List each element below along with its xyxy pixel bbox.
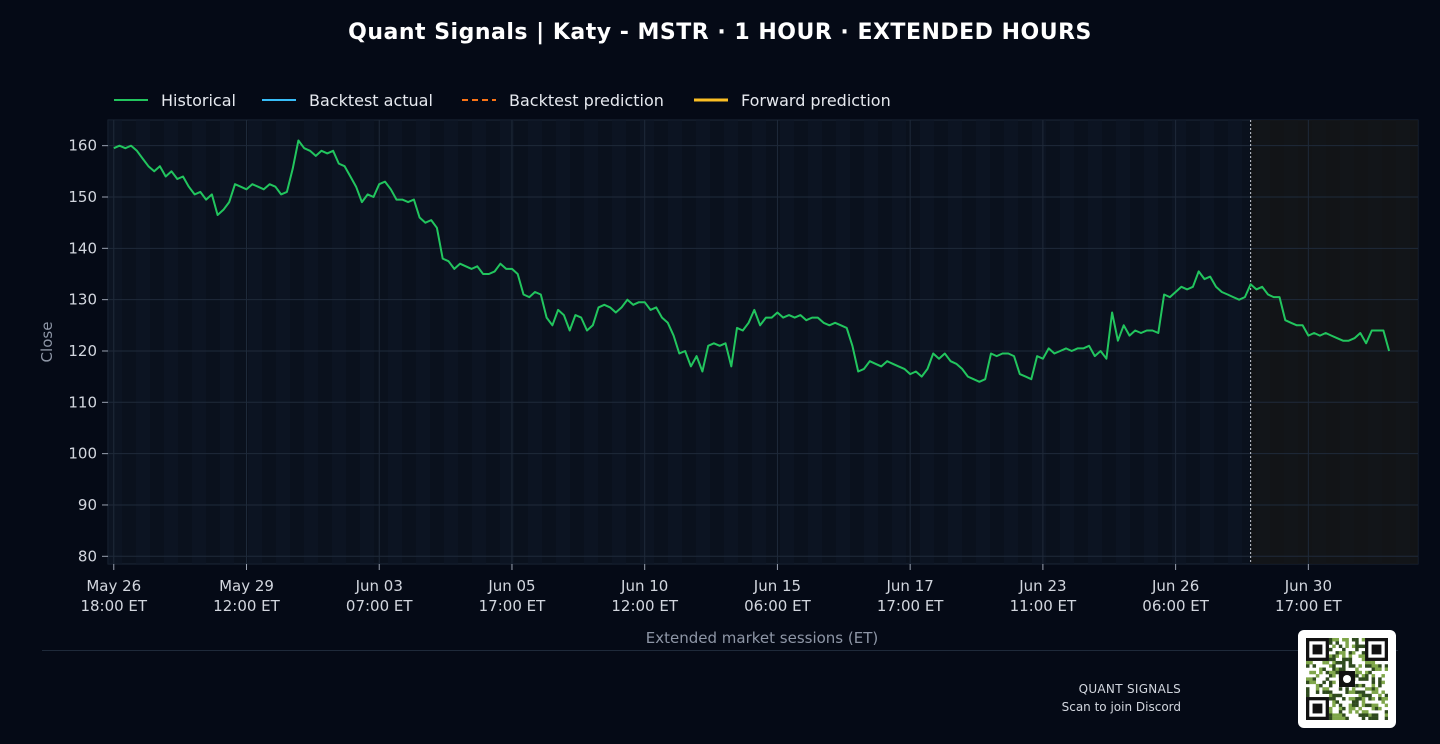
session-band <box>1228 120 1242 564</box>
x-tick-label: Jun 30 17:00 ET <box>1275 577 1342 615</box>
session-band <box>416 120 430 564</box>
qr-code-icon <box>1306 638 1388 720</box>
x-axis: May 26 18:00 ET May 29 12:00 ET Jun 03 07:00 … <box>80 564 1343 615</box>
session-band <box>192 120 206 564</box>
x-tick-label: Jun 23 11:00 ET <box>1010 577 1077 615</box>
chart-title: Quant Signals | Katy - MSTR · 1 HOUR · E… <box>348 20 1092 45</box>
session-band <box>304 120 318 564</box>
y-tick-label: 130 <box>68 291 97 309</box>
session-band <box>1088 120 1102 564</box>
y-tick-label: 150 <box>68 188 97 206</box>
session-band <box>332 120 346 564</box>
x-tick-label: Jun 03 07:00 ET <box>346 577 413 615</box>
session-band <box>1144 120 1158 564</box>
session-band <box>136 120 150 564</box>
x-tick-label: May 29 12:00 ET <box>213 577 280 615</box>
session-band <box>920 120 934 564</box>
session-band <box>864 120 878 564</box>
session-band <box>892 120 906 564</box>
session-band <box>808 120 822 564</box>
series-line-historical <box>113 139 1391 383</box>
session-band <box>1032 120 1046 564</box>
session-band <box>248 120 262 564</box>
session-band <box>724 120 738 564</box>
session-band <box>1116 120 1130 564</box>
x-axis-label: Extended market sessions (ET) <box>646 629 878 647</box>
y-axis-label: Close <box>38 322 56 363</box>
x-tick-label: Jun 10 12:00 ET <box>611 577 678 615</box>
session-band <box>1060 120 1074 564</box>
session-band <box>500 120 514 564</box>
legend-label: Backtest prediction <box>509 91 664 110</box>
session-band <box>472 120 486 564</box>
x-tick-label: Jun 05 17:00 ET <box>479 577 546 615</box>
footer-cta: Scan to join Discord <box>1061 700 1181 714</box>
y-tick-label: 120 <box>68 342 97 360</box>
y-tick-label: 80 <box>78 547 97 565</box>
session-band <box>640 120 654 564</box>
session-band <box>220 120 234 564</box>
x-tick-label: Jun 26 06:00 ET <box>1142 577 1209 615</box>
y-tick-label: 100 <box>68 445 97 463</box>
footer-divider <box>42 650 1398 651</box>
legend-label: Backtest actual <box>309 91 433 110</box>
legend: Historical Backtest actual Backtest predic… <box>114 91 891 110</box>
legend-label: Forward prediction <box>741 91 891 110</box>
session-band <box>584 120 598 564</box>
session-band <box>948 120 962 564</box>
session-band <box>836 120 850 564</box>
forecast-region <box>1250 120 1418 564</box>
session-band <box>1004 120 1018 564</box>
session-band <box>612 120 626 564</box>
y-tick-label: 140 <box>68 239 97 257</box>
y-axis: 80 90 100 110 120 130 140 150 160 <box>68 137 108 565</box>
y-tick-label: 90 <box>78 496 97 514</box>
discord-qr-code[interactable] <box>1298 630 1396 728</box>
session-band <box>1172 120 1186 564</box>
footer-brand: QUANT SIGNALS <box>1078 682 1181 696</box>
session-band <box>696 120 710 564</box>
session-band <box>108 120 122 564</box>
session-band <box>388 120 402 564</box>
session-band <box>976 120 990 564</box>
x-tick-label: Jun 17 17:00 ET <box>877 577 944 615</box>
y-tick-label: 110 <box>68 393 97 411</box>
y-tick-label: 160 <box>68 137 97 155</box>
session-band <box>752 120 766 564</box>
legend-label: Historical <box>161 91 236 110</box>
series-layer <box>113 139 1391 383</box>
session-band <box>164 120 178 564</box>
session-band <box>1200 120 1214 564</box>
session-band <box>276 120 290 564</box>
session-band <box>556 120 570 564</box>
session-band <box>444 120 458 564</box>
grid <box>108 120 1418 564</box>
x-tick-label: Jun 15 06:00 ET <box>744 577 811 615</box>
session-band <box>360 120 374 564</box>
x-tick-label: May 26 18:00 ET <box>80 577 147 615</box>
session-band <box>780 120 794 564</box>
session-band <box>528 120 542 564</box>
